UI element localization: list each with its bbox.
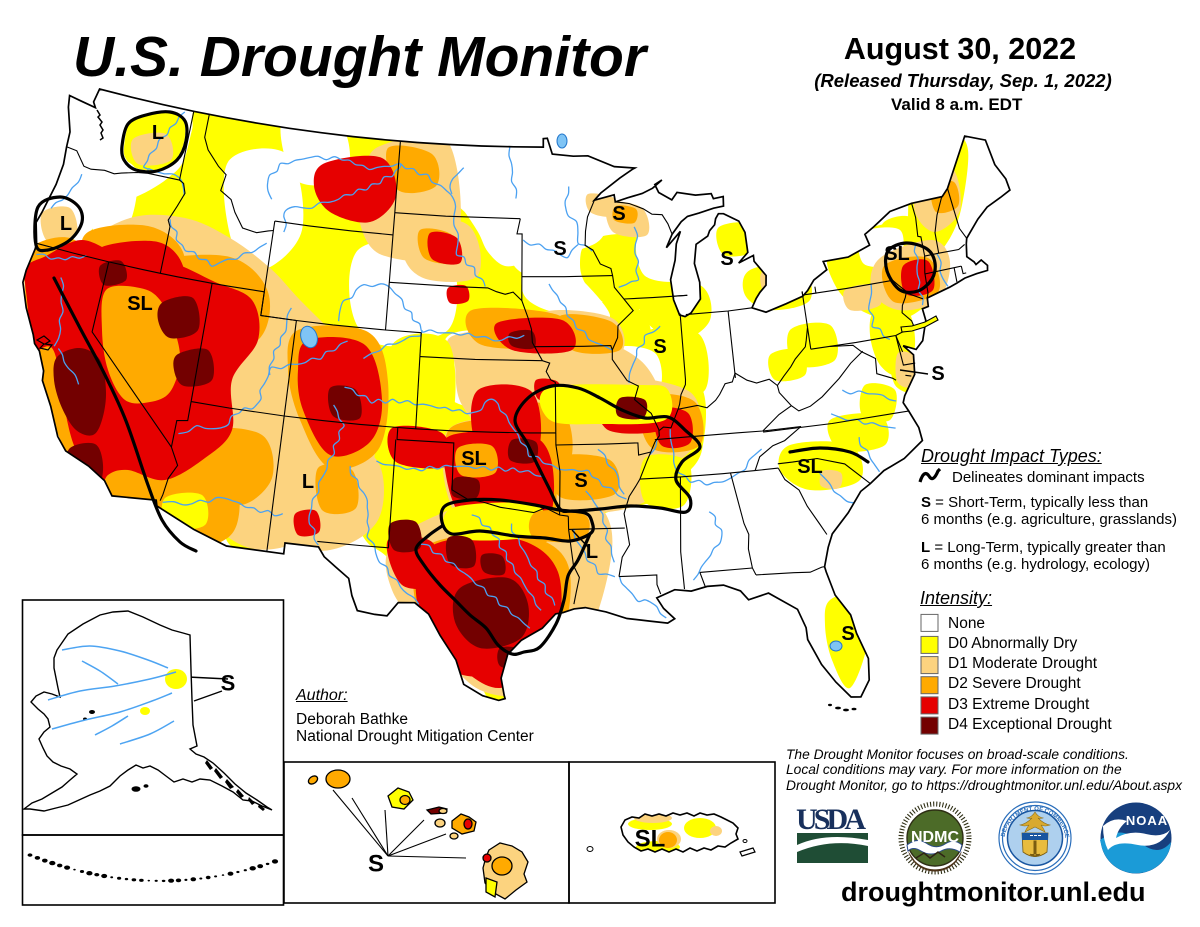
svg-text:L: L	[586, 541, 598, 563]
svg-text:SL: SL	[635, 826, 666, 853]
svg-text:L: L	[152, 122, 164, 144]
svg-text:SL: SL	[127, 293, 153, 315]
svg-text:SL: SL	[797, 456, 823, 478]
svg-text:NDMC: NDMC	[911, 829, 959, 846]
svg-text:S: S	[612, 203, 625, 225]
svg-text:L: L	[302, 471, 314, 493]
svg-text:S: S	[720, 248, 733, 270]
svg-text:S: S	[368, 851, 384, 878]
svg-text:L: L	[60, 213, 72, 235]
svg-text:S: S	[553, 238, 566, 260]
svg-text:SL: SL	[884, 243, 910, 265]
svg-text:S: S	[574, 470, 587, 492]
svg-text:SL: SL	[461, 448, 487, 470]
svg-text:NOAA: NOAA	[1126, 813, 1168, 828]
svg-text:S: S	[653, 336, 666, 358]
svg-text:USDA: USDA	[796, 803, 866, 836]
svg-text:S: S	[221, 671, 236, 696]
svg-text:S: S	[931, 363, 944, 385]
svg-text:S: S	[841, 623, 854, 645]
